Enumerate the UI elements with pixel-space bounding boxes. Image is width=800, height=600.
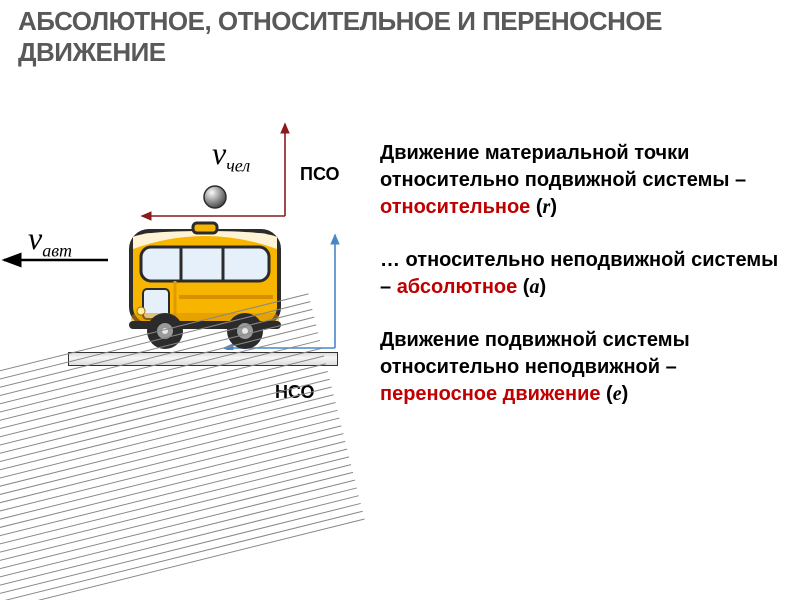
p2-c: ( <box>517 276 529 298</box>
p3-d: ) <box>622 383 629 405</box>
text-body: Движение материальной точки относительно… <box>380 140 780 434</box>
p2-d: ) <box>539 276 546 298</box>
p3-a: Движение подвижной системы относительно … <box>380 329 690 378</box>
p3-red: переносное движение <box>380 383 601 405</box>
pso-label: ПСО <box>300 164 340 185</box>
p1-d: ) <box>550 196 557 218</box>
p1-c: ( <box>530 196 542 218</box>
p2-it: a <box>529 276 539 298</box>
v-chel-base: v <box>212 135 226 171</box>
p3-it: e <box>613 383 622 405</box>
p3-c: ( <box>601 383 613 405</box>
v-avt-label: vавт <box>28 220 72 261</box>
v-avt-base: v <box>28 220 42 256</box>
p1-a: Движение материальной точки относительно… <box>380 142 746 191</box>
paragraph-transfer: Движение подвижной системы относительно … <box>380 327 780 408</box>
material-point-icon <box>202 184 228 210</box>
v-chel-label: vчел <box>212 135 250 176</box>
slide-title: АБСОЛЮТНОЕ, ОТНОСИТЕЛЬНОЕ И ПЕРЕНОСНОЕ Д… <box>18 6 800 68</box>
p2-red: абсолютное <box>397 276 518 298</box>
paragraph-relative: Движение материальной точки относительно… <box>380 140 780 221</box>
v-chel-sub: чел <box>226 155 250 175</box>
p1-red: относительное <box>380 196 530 218</box>
v-avt-sub: авт <box>42 240 72 260</box>
paragraph-absolute: … относительно неподвижной системы – абс… <box>380 247 780 301</box>
